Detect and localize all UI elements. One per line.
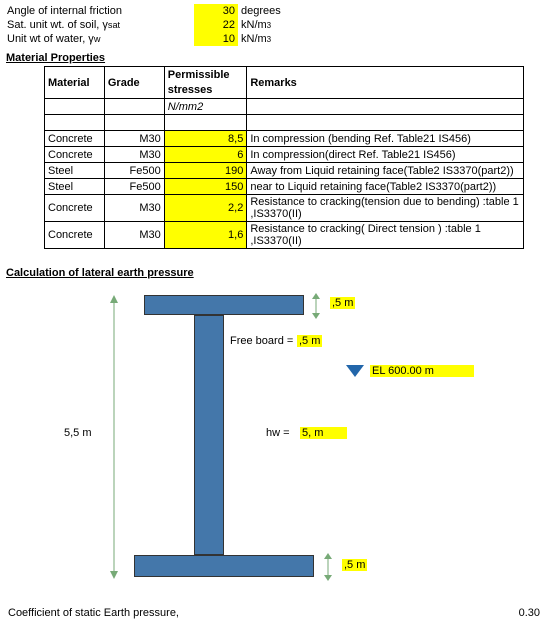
cell-remarks: In compression (bending Ref. Table21 IS4… [247,131,524,147]
water-value[interactable]: 10 [194,32,238,46]
cell-remarks: In compression(direct Ref. Table21 IS456… [247,147,524,163]
hw-value: 5, m [300,427,347,439]
section-diagram: ,5 m Free board = ,5 m EL 600.00 m hw = … [4,285,544,605]
col-stress-b: stresses [164,83,247,99]
total-h-label: 5,5 m [64,427,92,439]
dim-top-thk [306,293,330,319]
water-level-icon [344,363,366,379]
sat-value[interactable]: 22 [194,18,238,32]
cell-stress[interactable]: 1,6 [164,222,247,249]
friction-unit: degrees [238,4,298,18]
cell-stress[interactable]: 8,5 [164,131,247,147]
input-row-friction: Angle of internal friction 30 degrees [4,4,544,18]
col-grade: Grade [104,67,164,99]
table-row: ConcreteM308,5In compression (bending Re… [45,131,524,147]
cell-grade: Fe500 [104,179,164,195]
top-thk-label: ,5 m [330,297,355,309]
friction-label: Angle of internal friction [4,4,194,18]
col-remarks: Remarks [247,67,524,99]
input-row-water: Unit wt of water, γw 10 kN/m3 [4,32,544,46]
table-row: SteelFe500150near to Liquid retaining fa… [45,179,524,195]
cell-material: Concrete [45,222,105,249]
col-material: Material [45,67,105,99]
table-row: ConcreteM302,2Resistance to cracking(ten… [45,195,524,222]
material-table: Material Grade Permissible Remarks stres… [44,66,524,249]
dim-bot-thk [318,553,342,581]
coef-value: 0.30 [519,607,540,619]
table-row: SteelFe500190Away from Liquid retaining … [45,163,524,179]
bot-thk-label: ,5 m [342,559,367,571]
water-label: Unit wt of water, γw [4,32,194,46]
top-flange [144,295,304,315]
col-stress-a: Permissible [164,67,247,83]
el-label: EL 600.00 m [370,365,474,377]
table-row: ConcreteM306In compression(direct Ref. T… [45,147,524,163]
dim-total-h [104,295,124,579]
cell-stress[interactable]: 150 [164,179,247,195]
cell-remarks: Resistance to cracking( Direct tension )… [247,222,524,249]
table-row: ConcreteM301,6Resistance to cracking( Di… [45,222,524,249]
cell-stress[interactable]: 6 [164,147,247,163]
water-unit: kN/m3 [238,32,298,46]
cell-material: Concrete [45,195,105,222]
material-properties-title: Material Properties [6,52,544,64]
web [194,315,224,555]
cell-grade: M30 [104,147,164,163]
friction-value[interactable]: 30 [194,4,238,18]
cell-material: Concrete [45,131,105,147]
sat-unit: kN/m3 [238,18,298,32]
sat-label: Sat. unit wt. of soil, γsat [4,18,194,32]
coef-row: Coefficient of static Earth pressure, 0.… [4,605,544,621]
cell-grade: Fe500 [104,163,164,179]
coef-label: Coefficient of static Earth pressure, [8,607,179,619]
cell-remarks: Away from Liquid retaining face(Table2 I… [247,163,524,179]
cell-stress[interactable]: 190 [164,163,247,179]
stress-unit: N/mm2 [164,99,247,115]
cell-material: Steel [45,163,105,179]
hw-label: hw = [266,427,290,439]
cell-remarks: near to Liquid retaining face(Table2 IS3… [247,179,524,195]
cell-grade: M30 [104,222,164,249]
cell-grade: M30 [104,195,164,222]
freeboard-label: Free board = [230,335,293,347]
input-row-sat: Sat. unit wt. of soil, γsat 22 kN/m3 [4,18,544,32]
bottom-flange [134,555,314,577]
cell-material: Steel [45,179,105,195]
freeboard-value: ,5 m [297,335,322,347]
cell-grade: M30 [104,131,164,147]
cell-stress[interactable]: 2,2 [164,195,247,222]
cell-material: Concrete [45,147,105,163]
calc-section-title: Calculation of lateral earth pressure [6,267,544,279]
cell-remarks: Resistance to cracking(tension due to be… [247,195,524,222]
